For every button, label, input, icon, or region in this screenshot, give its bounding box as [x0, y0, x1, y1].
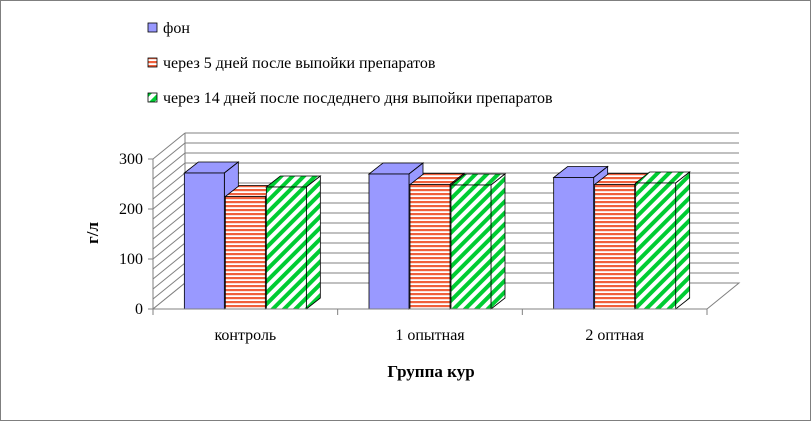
legend-swatch [147, 57, 158, 68]
side-gridline [152, 262, 186, 290]
bar-side [675, 171, 691, 310]
bar-front [553, 177, 595, 310]
y-tick-label: 100 [119, 251, 143, 268]
legend-label: через 5 дней после выпойки препаратов [163, 55, 436, 72]
bar-front [594, 184, 636, 310]
bar-front [368, 173, 410, 310]
side-gridline [152, 152, 186, 180]
y-axis-title: г/л [83, 222, 102, 244]
legend: фон через 5 дней после выпойки препаратов… [147, 20, 553, 107]
x-tick-label: контроль [214, 327, 276, 344]
legend-swatch [147, 92, 158, 103]
side-gridline [152, 212, 186, 240]
legend-label: фон [163, 20, 190, 37]
bar-front [224, 196, 266, 310]
bar-front [409, 184, 451, 310]
side-gridline [152, 242, 186, 270]
side-gridline [152, 232, 186, 260]
side-gridline [152, 182, 186, 210]
bar-front [450, 184, 492, 310]
side-gridline [152, 162, 186, 190]
side-gridline [152, 172, 186, 200]
side-gridline [152, 272, 186, 300]
bar-3-3 [634, 171, 691, 310]
bar-side [490, 173, 506, 310]
side-gridline [152, 142, 186, 170]
side-gridline [152, 202, 186, 230]
axes-layer: контроль 1 опытная 2 оптная 0 100 200 300 [119, 151, 708, 344]
bar-3-1 [265, 175, 322, 310]
bar-front [635, 182, 677, 310]
side-gridline [152, 192, 186, 220]
x-tick-label: 1 опытная [395, 327, 465, 344]
bar-front [265, 186, 307, 310]
x-axis-title: Группа кур [387, 362, 474, 381]
bar-side [305, 175, 321, 310]
bar-3-2 [449, 173, 507, 310]
side-gridline [152, 222, 186, 250]
legend-label: через 14 дней после посдеднего дня выпой… [163, 90, 553, 107]
legend-swatch [147, 22, 158, 33]
y-tick-label: 300 [119, 151, 143, 168]
y-tick-label: 200 [119, 201, 143, 218]
side-gridline [152, 252, 186, 280]
bars-layer [183, 161, 691, 310]
y-tick-label: 0 [135, 301, 143, 318]
bar-front [183, 172, 225, 310]
side-gridline [152, 132, 186, 160]
x-tick-label: 2 оптная [585, 327, 644, 344]
